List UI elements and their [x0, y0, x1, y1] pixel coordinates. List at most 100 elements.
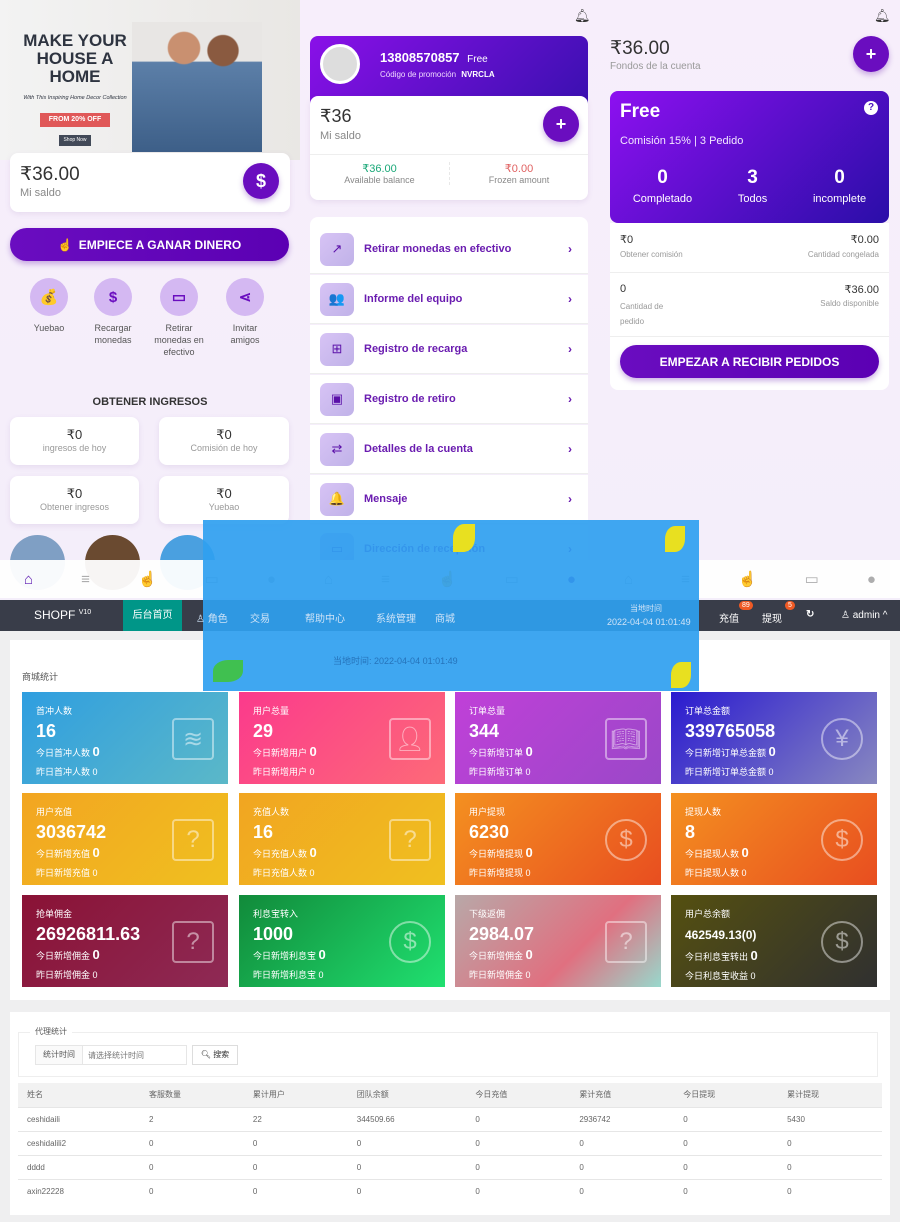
stat-today-value: 0 [309, 845, 317, 860]
start-earning-button[interactable]: ☝ EMPIECE A GANAR DINERO [10, 228, 289, 261]
bell-icon[interactable]: 🔔︎ [874, 8, 891, 23]
stat-yesterday-value: 0 [741, 868, 747, 878]
available-label: Available balance [344, 175, 415, 185]
add-button[interactable]: + [853, 36, 889, 72]
menu-item[interactable]: ▣ Registro de retiro › [310, 375, 588, 424]
bell-icon[interactable]: 🔔︎ [574, 8, 591, 23]
stat-yesterday-value: 0 [309, 767, 315, 777]
promo-code[interactable]: NVRCLA [461, 70, 495, 79]
stat-yesterday-value: 0 [750, 971, 756, 981]
stat-card: 订单总量 344 今日新增订单 0 昨日新增订单 0 📖︎ [455, 692, 661, 784]
nav-system[interactable]: 系统管理 [376, 610, 416, 625]
stat-today-value: 0 [525, 947, 533, 962]
recharge-button[interactable]: $ [94, 278, 132, 316]
menu-item[interactable]: ⊞ Registro de recarga › [310, 325, 588, 374]
stat-yesterday-label: 昨日新增订单总金额 [685, 767, 767, 777]
withdraw-link[interactable]: 提现 5 [762, 601, 795, 625]
commission-value: ₹0 [620, 234, 634, 246]
touch-icon: ☝ [57, 237, 73, 252]
menu-item[interactable]: ↗ Retirar monedas en efectivo › [310, 225, 588, 274]
menu-item[interactable]: ⇄ Detalles de la cuenta › [310, 425, 588, 474]
stat-title: 订单总量 [469, 706, 506, 716]
income-label: Obtener ingresos [39, 502, 110, 512]
nav-mall[interactable]: 商城 [435, 610, 455, 625]
table-row: ceshidaili 2 22 344509.66 0 2936742 0 5430 [18, 1106, 882, 1131]
balance-card: ₹36.00 Mi saldo $ [10, 153, 290, 212]
stat-today-label: 今日利息宝转出 [685, 952, 749, 962]
chevron-right-icon: › [568, 492, 572, 506]
count-completed[interactable]: 0 Completado [633, 167, 692, 205]
banner-line2: HOUSE A HOME [36, 49, 114, 86]
stat-card: 首冲人数 16 今日首冲人数 0 昨日首冲人数 0 ≋ [22, 692, 228, 784]
banner-subtitle: With This Inspiring Home Decor Collectio… [23, 95, 127, 101]
menu-item[interactable]: 🔔 Mensaje › [310, 475, 588, 524]
user-name: admin [852, 610, 880, 621]
nav-label: 交易 [250, 614, 270, 625]
home-icon[interactable]: ⌂ [24, 570, 34, 588]
user-icon[interactable]: ● [866, 570, 876, 588]
withdraw-button[interactable]: ▭ [160, 278, 198, 316]
stat-value: 16 [253, 822, 274, 842]
commission-label: Obtener comisión [620, 250, 683, 259]
stat-card: 用户提现 6230 今日新增提现 0 昨日新增提现 0 $ [455, 793, 661, 885]
table-cell: 0 [570, 1154, 675, 1179]
search-button[interactable]: 🔍︎ 搜索 [192, 1045, 238, 1065]
table-row: ceshidalili2 0 0 0 0 0 0 0 [18, 1130, 882, 1155]
stat-title: 用户总余额 [685, 909, 731, 919]
table-cell: 0 [674, 1154, 779, 1179]
menu-item[interactable]: 👥 Informe del equipo › [310, 275, 588, 324]
menu-icon: ⇄ [320, 432, 354, 466]
stat-yesterday-label: 昨日首冲人数 [36, 767, 91, 777]
task-list-icon[interactable]: ≡ [81, 570, 90, 588]
stat-today-label: 今日新增充值 [36, 849, 91, 859]
stat-title: 首冲人数 [36, 706, 73, 716]
income-value: ₹0 [216, 427, 232, 442]
stat-yesterday-value: 0 [768, 767, 774, 777]
table-cell: 0 [347, 1154, 467, 1179]
stat-title: 用户提现 [469, 807, 506, 817]
help-icon[interactable]: ? [864, 101, 878, 115]
count-value: 3 [747, 167, 758, 188]
nav-trade[interactable]: 交易 [250, 610, 270, 625]
start-orders-button[interactable]: EMPEZAR A RECIBIR PEDIDOS [620, 345, 879, 378]
nav-help[interactable]: 帮助中心 [305, 610, 345, 625]
withdraw-badge: 5 [785, 601, 795, 610]
income-value: ₹0 [216, 486, 232, 501]
start-earning-label: EMPIECE A GANAR DINERO [78, 237, 242, 252]
touch-icon[interactable]: ☝ [737, 571, 757, 588]
nav-label: 帮助中心 [305, 614, 345, 625]
app-orders-screen: 🔔︎ ₹36.00 Fondos de la cuenta + Free ? C… [600, 0, 900, 600]
chevron-right-icon: › [568, 292, 572, 306]
table-cell: 344509.66 [347, 1106, 467, 1131]
refresh-icon[interactable]: ↻ [806, 609, 815, 620]
count-incomplete[interactable]: 0 incomplete [813, 167, 866, 205]
nav-role[interactable]: ♙ 角色 [196, 614, 228, 625]
touch-icon[interactable]: ☝ [137, 571, 157, 588]
chat-icon[interactable]: ▭ [804, 571, 819, 588]
stat-today-label: 今日新增佣金 [469, 951, 524, 961]
promo-banner[interactable]: MAKE YOUR HOUSE A HOME With This Inspiri… [0, 0, 300, 160]
shop-now-button[interactable]: Shop Now [59, 135, 91, 146]
stat-card: 充值人数 16 今日充值人数 0 昨日充值人数 0? [239, 793, 445, 885]
stat-yesterday-label: 昨日提现人数 [685, 868, 740, 878]
stat-time-input[interactable] [82, 1045, 187, 1065]
income-card: ₹0 ingresos de hoy [10, 417, 139, 465]
balance-value: ₹36.00 [20, 164, 80, 185]
table-cell: 0 [466, 1154, 571, 1179]
dollar-circle-icon: $ [605, 819, 647, 861]
stat-card: 用户总余额 462549.13(0) 今日利息宝转出 0 今日利息宝收益 0 $ [671, 895, 877, 987]
funds-value: ₹36.00 [610, 38, 670, 59]
table-cell: axin22228 [18, 1178, 140, 1203]
add-button[interactable]: + [543, 106, 579, 142]
avatar[interactable] [320, 44, 360, 84]
available-label: Saldo disponible [820, 299, 879, 308]
nav-home[interactable]: 后台首页 [123, 600, 182, 631]
invite-button[interactable]: ⋖ [226, 278, 264, 316]
recharge-link[interactable]: 充值 89 [719, 601, 753, 625]
funds-label: Fondos de la cuenta [610, 61, 701, 72]
dollar-button[interactable]: $ [243, 163, 279, 199]
count-label: Todos [737, 193, 768, 205]
user-menu[interactable]: ♙ admin ^ [841, 610, 888, 621]
yuebao-button[interactable]: 💰 [30, 278, 68, 316]
count-all[interactable]: 3 Todos [738, 167, 767, 205]
